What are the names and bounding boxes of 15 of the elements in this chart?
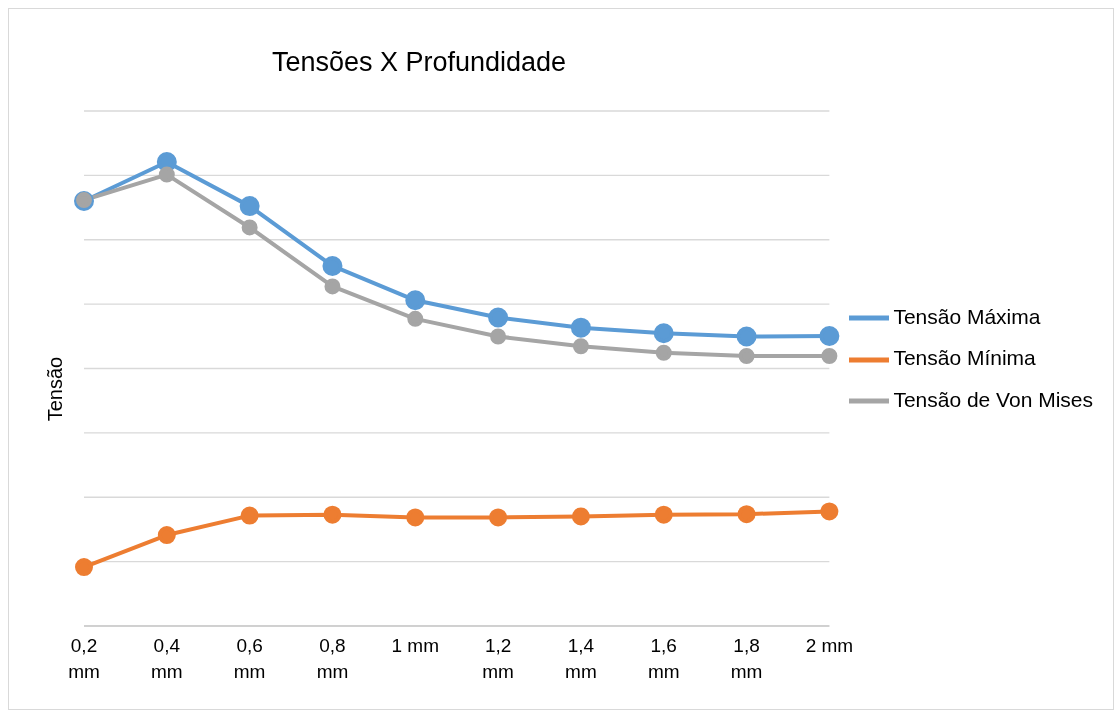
chart-title: Tensões X Profundidade	[270, 47, 568, 78]
x-tick-label: 1,8 mm	[730, 635, 763, 682]
x-tick-label: 0,6 mm	[233, 635, 266, 682]
x-tick-label: 2 mm	[805, 635, 854, 656]
legend-label: Tensão de Von Mises	[893, 387, 1093, 411]
y-axis-title: Tensão	[43, 356, 67, 422]
x-tick-label: 1,6 mm	[647, 635, 680, 682]
x-tick-label: 1 mm	[391, 635, 440, 656]
legend-label: Tensão Mínima	[893, 346, 1036, 370]
x-tick-label: 1,2 mm	[482, 635, 514, 682]
x-tick-label: 1,4 mm	[565, 635, 597, 682]
x-tick-label: 0,4 mm	[150, 635, 183, 682]
x-tick-label: 0,8 mm	[316, 635, 349, 682]
x-tick-label: 0,2 mm	[68, 635, 100, 682]
legend-label: Tensão Máxima	[893, 304, 1041, 328]
